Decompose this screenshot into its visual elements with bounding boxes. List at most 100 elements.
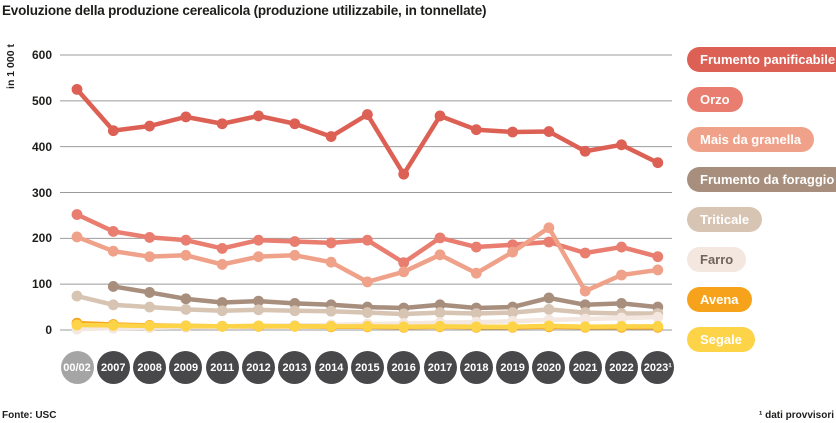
data-point — [71, 231, 83, 243]
legend-item-orzo[interactable]: Orzo — [687, 87, 743, 112]
data-point — [289, 305, 301, 317]
data-point — [253, 251, 264, 263]
data-point — [107, 320, 119, 331]
data-point — [107, 299, 119, 311]
data-point — [470, 308, 482, 319]
data-point — [289, 249, 301, 261]
data-point — [107, 125, 119, 137]
data-point — [543, 320, 555, 332]
data-point — [398, 321, 410, 333]
data-point — [253, 295, 264, 307]
data-point — [71, 319, 83, 331]
x-axis-year-2019[interactable]: 2019 — [496, 351, 530, 384]
data-point — [543, 222, 555, 234]
data-point — [289, 118, 301, 130]
data-point — [216, 118, 228, 130]
data-point — [180, 303, 192, 315]
x-axis-year-2017[interactable]: 2017 — [423, 351, 457, 384]
y-tick-label-100: 100 — [31, 277, 52, 292]
data-point — [543, 303, 555, 315]
x-axis-year-2012[interactable]: 2012 — [242, 351, 275, 384]
data-point — [652, 264, 664, 276]
x-axis-year-2015[interactable]: 2015 — [350, 351, 384, 384]
legend-item-farro[interactable]: Farro — [687, 247, 747, 272]
data-point — [180, 234, 192, 246]
data-point — [325, 131, 337, 142]
data-point — [216, 305, 228, 317]
data-point — [71, 83, 83, 95]
data-point — [470, 321, 482, 333]
data-point — [362, 276, 373, 288]
x-axis-year-2018[interactable]: 2018 — [459, 351, 493, 384]
data-point — [253, 320, 264, 332]
data-point — [579, 285, 591, 297]
data-point — [470, 124, 482, 136]
data-point — [216, 297, 228, 308]
data-point — [434, 307, 446, 318]
data-point — [289, 236, 301, 247]
data-point — [434, 249, 446, 261]
data-point — [616, 241, 627, 253]
data-point — [362, 234, 373, 246]
data-point — [325, 237, 337, 249]
x-axis-year-2013[interactable]: 2013 — [278, 351, 312, 384]
legend-item-frumento-panificabile[interactable]: Frumento panificabile — [687, 47, 836, 72]
data-point — [616, 312, 627, 324]
x-axis-year-2016[interactable]: 2016 — [387, 351, 421, 384]
data-point — [362, 109, 373, 120]
data-point — [507, 126, 518, 138]
data-point — [579, 313, 591, 325]
x-axis-year-00/02[interactable]: 00/02 — [60, 351, 94, 384]
x-axis-year-2022[interactable]: 2022 — [605, 351, 638, 384]
data-point — [543, 126, 555, 137]
page-title: Evoluzione della produzione cerealicola … — [2, 3, 487, 18]
data-point — [144, 301, 156, 313]
legend-item-avena[interactable]: Avena — [687, 287, 752, 312]
legend-item-triticale[interactable]: Triticale — [687, 207, 763, 232]
x-axis-year-2009[interactable]: 2009 — [169, 351, 203, 384]
data-point — [144, 320, 156, 332]
series-line-frumento-da-foraggio — [111, 284, 661, 311]
series-line-frumento-panificabile — [74, 87, 661, 177]
data-point — [652, 251, 664, 263]
data-point — [362, 307, 373, 318]
data-point — [180, 320, 192, 332]
data-point — [652, 311, 664, 323]
x-axis-year-2014[interactable]: 2014 — [314, 351, 348, 384]
y-tick-label-500: 500 — [31, 93, 52, 108]
data-point — [616, 139, 627, 151]
legend-item-frumento-da-foraggio[interactable]: Frumento da foraggio — [687, 167, 836, 192]
legend-item-mais-da-granella[interactable]: Mais da granella — [687, 127, 815, 152]
x-axis-year-2007[interactable]: 2007 — [96, 351, 130, 384]
data-point — [71, 209, 83, 220]
y-tick-label-0: 0 — [45, 323, 52, 337]
data-point — [180, 249, 192, 261]
data-point — [253, 304, 264, 316]
legend-item-segale[interactable]: Segale — [687, 327, 755, 352]
legend: Frumento panificabile Orzo Mais da granell… — [687, 47, 836, 352]
data-point — [180, 293, 192, 305]
data-point — [543, 236, 555, 248]
data-point — [652, 320, 664, 332]
data-point — [325, 256, 337, 268]
x-axis-year-2020[interactable]: 2020 — [532, 351, 566, 384]
y-tick-label-600: 600 — [31, 48, 52, 62]
data-point — [507, 307, 518, 318]
data-point — [434, 320, 446, 332]
footnote-provisional: ¹ dati provvisori — [758, 410, 834, 421]
data-point — [616, 320, 627, 332]
x-axis-year-2008[interactable]: 2008 — [133, 351, 167, 384]
data-point — [107, 226, 119, 237]
source-note: Fonte: USC — [2, 410, 57, 421]
x-axis-year-2023[interactable]: 2023¹ — [641, 351, 675, 384]
data-point — [434, 299, 446, 311]
x-axis-year-2011[interactable]: 2011 — [205, 351, 239, 384]
data-point — [579, 321, 591, 333]
data-point — [107, 245, 119, 257]
x-axis-year-2021[interactable]: 2021 — [568, 351, 602, 384]
data-point — [144, 287, 156, 298]
data-point — [616, 269, 627, 281]
data-point — [71, 290, 83, 302]
data-point — [144, 251, 156, 263]
